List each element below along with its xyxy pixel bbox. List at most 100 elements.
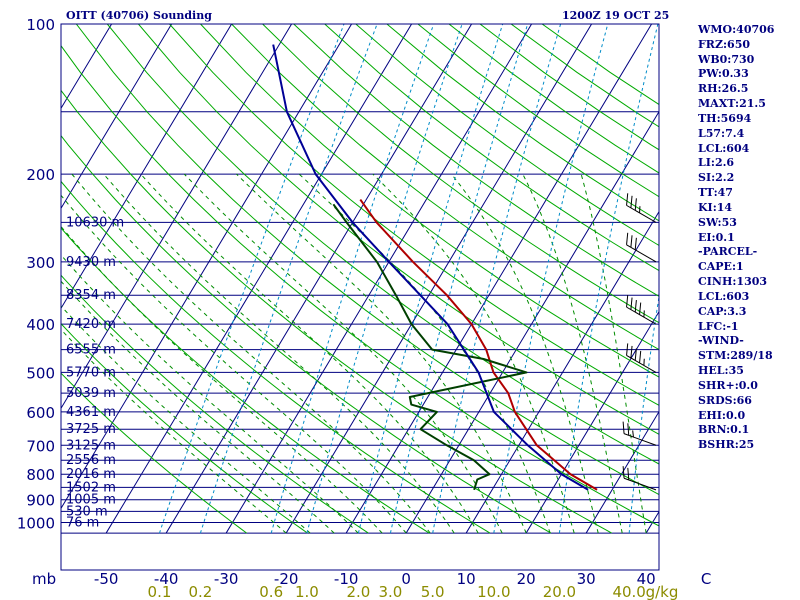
dry-adiabat: [75, 24, 659, 496]
dry-adiabat: [61, 372, 247, 534]
wind-barb-flag: [627, 423, 630, 436]
temperature-tick-label: 10: [457, 570, 476, 588]
index-item: LFC:-1: [698, 319, 739, 333]
wind-barb-staff: [626, 355, 657, 373]
wind-barb-flag: [630, 345, 633, 358]
dry-adiabat: [138, 24, 659, 435]
moist-adiabat: [61, 280, 335, 534]
wind-barb: [626, 193, 657, 223]
index-item: SI:2.2: [698, 171, 735, 185]
mixing-ratio-label: 5.0: [421, 583, 445, 600]
moist-adiabat: [61, 194, 407, 534]
index-item: PW:0.33: [698, 67, 749, 81]
index-item: -WIND-: [698, 334, 744, 348]
dry-adiabat: [61, 274, 369, 534]
index-item: BRN:0.1: [698, 423, 750, 437]
pressure-tick-label: 400: [26, 316, 55, 334]
moist-adiabat: [103, 173, 455, 534]
index-item: -PARCEL-: [698, 245, 758, 259]
isotherm--50: [105, 24, 413, 534]
height-label: 3125 m: [66, 438, 116, 453]
moist-adiabat: [372, 173, 575, 534]
mixing-ratio-label: 0.6: [259, 583, 283, 600]
wind-barb: [626, 295, 657, 325]
index-item: KI:14: [698, 200, 733, 214]
wind-barb-flag: [634, 198, 637, 211]
wind-barbs: [622, 193, 657, 491]
temperature-tick-label: 20: [517, 570, 536, 588]
index-item: RH:26.5: [698, 82, 749, 96]
wind-barb-flag: [627, 467, 630, 480]
dry-adiabat: [61, 227, 430, 534]
index-item: LCL:603: [698, 289, 750, 303]
mixing-ratio-label: 20.0: [543, 583, 576, 600]
index-item: SW:53: [698, 215, 737, 229]
index-item: TT:47: [698, 186, 733, 200]
height-label: 5770 m: [66, 365, 116, 380]
dry-adiabat: [61, 134, 552, 534]
plot-frame: [60, 23, 660, 571]
dry-adiabat: [61, 44, 659, 527]
height-label: 530 m: [66, 504, 108, 519]
height-label: 7420 m: [66, 317, 116, 332]
temperature-tick-label: -40: [154, 570, 179, 588]
pressure-tick-label: 500: [26, 364, 55, 382]
moist-adiabat: [61, 328, 287, 534]
mixing-ratio-line-0.2: [199, 24, 378, 534]
height-label: 5039 m: [66, 386, 116, 401]
moist-adiabat: [183, 173, 503, 534]
isotherm--30: [225, 24, 533, 534]
pressure-tick-label: 600: [26, 404, 55, 422]
isotherm--70: [61, 24, 293, 410]
sounding-traces: [272, 44, 598, 491]
temperature-tick-label: -30: [214, 570, 239, 588]
temperature-tick-label: -10: [334, 570, 359, 588]
height-label: 3725 m: [66, 422, 116, 437]
parcel-trace: [272, 44, 589, 491]
mixing-ratio-line-5: [432, 24, 562, 534]
wind-barb-staff: [626, 244, 657, 263]
moist-adiabat: [580, 173, 647, 534]
isotherm-0: [405, 110, 659, 534]
dry-adiabat: [61, 180, 491, 534]
index-item: CAPE:1: [698, 260, 744, 274]
mixing-ratio-line-1: [306, 24, 463, 534]
index-item: CAP:3.3: [698, 304, 747, 318]
pressure-tick-label: 100: [26, 16, 55, 34]
index-item: EI:0.1: [698, 230, 735, 244]
pressure-tick-label: 800: [26, 466, 55, 484]
index-item: L57:7.4: [698, 126, 745, 140]
observation-time: 1200Z 19 OCT 25: [562, 9, 670, 22]
dry-adiabat: [61, 322, 308, 534]
height-label: 4361 m: [66, 405, 116, 420]
index-item: TH:5694: [698, 111, 752, 125]
pressure-tick-label: 700: [26, 437, 55, 455]
wind-barb-flag: [639, 302, 642, 315]
isotherm-30: [585, 410, 659, 534]
isotherm--40: [165, 24, 473, 534]
mixing-ratio-label: 10.0: [477, 583, 510, 600]
wind-barb: [626, 343, 657, 373]
mixing-ratio-label: 3.0: [378, 583, 402, 600]
wind-barb-half-flag: [632, 430, 634, 438]
temperature-tick-label: -50: [94, 570, 119, 588]
isotherm--80: [61, 24, 233, 310]
wind-barb-staff: [626, 204, 657, 223]
moist-adiabat: [140, 173, 479, 534]
temperature-tick-label: C: [701, 570, 711, 588]
wind-barb-flag: [634, 348, 637, 361]
dry-adiabat: [262, 24, 659, 324]
grid-lines: [0, 24, 659, 534]
station-title: OITT (40706) Sounding: [66, 9, 212, 22]
dry-adiabat: [324, 24, 659, 272]
moist-adiabat: [61, 254, 359, 534]
dry-adiabat: [169, 24, 659, 406]
wind-barb-flag: [639, 350, 642, 363]
index-item: HEL:35: [698, 364, 744, 378]
index-item: SRDS:66: [698, 393, 752, 407]
isotherm--110: [0, 24, 52, 533]
height-label: 76 m: [66, 516, 99, 531]
index-item: EHI:0.0: [698, 408, 746, 422]
